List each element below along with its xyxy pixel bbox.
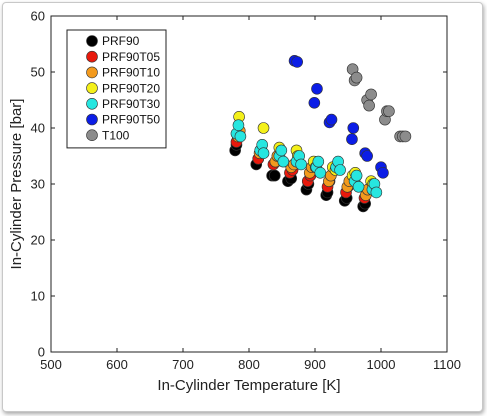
data-point (268, 169, 281, 182)
series-prf90t30 (230, 119, 383, 199)
legend-marker (86, 50, 98, 63)
legend-marker (86, 113, 98, 126)
data-point (275, 144, 288, 157)
data-point (311, 83, 323, 95)
legend-label: PRF90T10 (102, 66, 160, 80)
legend-item: PRF90 (86, 34, 140, 48)
x-tick-label: 900 (304, 357, 326, 372)
data-point (352, 181, 365, 193)
series-t100 (346, 63, 412, 143)
data-point (399, 130, 412, 143)
data-point (361, 150, 373, 162)
data-point (257, 147, 270, 159)
x-tick-label: 800 (238, 357, 260, 372)
data-point (325, 113, 338, 126)
data-point (295, 158, 307, 171)
data-point (365, 88, 377, 101)
legend-marker (86, 129, 98, 141)
data-point (363, 99, 375, 112)
legend-label: PRF90 (102, 34, 140, 48)
data-point (234, 130, 247, 143)
data-point (314, 167, 327, 179)
data-point (312, 155, 325, 168)
x-tick-label: 700 (172, 357, 194, 372)
series-prf90t50 (288, 54, 389, 179)
y-tick-label: 40 (31, 121, 45, 136)
data-point (334, 164, 346, 176)
data-point (377, 167, 389, 179)
chart-marks (229, 54, 412, 213)
y-tick-label: 0 (38, 345, 45, 360)
legend-label: PRF90T30 (102, 97, 160, 111)
x-axis-label: In-Cylinder Temperature [K] (157, 377, 340, 394)
y-tick-label: 30 (31, 177, 45, 192)
legend-label: PRF90T20 (102, 81, 160, 95)
y-tick-label: 60 (31, 9, 45, 24)
data-point (257, 122, 270, 134)
data-point (308, 97, 321, 109)
legend-marker (86, 35, 98, 47)
x-tick-label: 1000 (367, 357, 396, 372)
y-axis-label: In-Cylinder Pressure [bar] (8, 99, 25, 270)
data-point (346, 133, 358, 145)
legend-item: PRF90T20 (86, 81, 160, 95)
x-tick-label: 1100 (433, 357, 461, 372)
y-tick-label: 20 (31, 233, 45, 248)
data-point (370, 186, 383, 199)
legend-box (66, 29, 167, 149)
legend-item: PRF90T30 (86, 97, 160, 111)
y-tick-label: 10 (31, 289, 45, 304)
data-point (347, 122, 360, 134)
data-point (277, 155, 290, 168)
legend-marker (86, 82, 98, 94)
legend-marker (86, 66, 98, 79)
legend-marker (86, 98, 98, 110)
data-point (383, 105, 395, 117)
legend-item: PRF90T10 (86, 66, 160, 80)
x-tick-label: 500 (40, 357, 62, 372)
legend-label: PRF90T50 (102, 113, 160, 127)
data-point (232, 119, 245, 131)
legend-label: T100 (102, 128, 130, 142)
y-tick-label: 50 (31, 65, 45, 80)
x-tick-label: 600 (106, 357, 128, 372)
data-point (350, 71, 363, 84)
data-point (291, 56, 303, 68)
axis-ticks: 500 600 700 800 900 1000 1100 0 10 20 30 40 50 60 (31, 9, 461, 373)
legend-item: PRF90T50 (86, 113, 160, 127)
legend-label: PRF90T05 (102, 50, 160, 64)
legend-item: PRF90T05 (86, 50, 160, 64)
data-point (350, 169, 363, 182)
legend-item: T100 (86, 128, 130, 142)
